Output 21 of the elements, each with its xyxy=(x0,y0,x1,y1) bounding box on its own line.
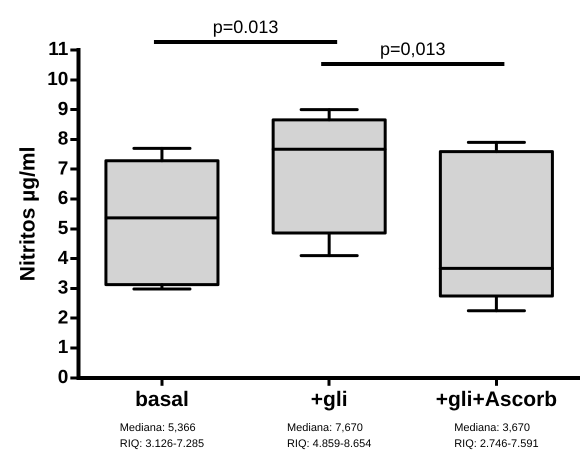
y-tick-label: 11 xyxy=(48,39,69,60)
x-tick-label: +gli xyxy=(310,388,348,412)
y-tick-label: 7 xyxy=(58,158,68,180)
annotation: p=0,013 xyxy=(380,39,446,59)
text: Mediana: 3,670 RIQ: 2.746-7.591 xyxy=(454,422,539,450)
y-tick-label: 10 xyxy=(47,69,68,90)
y-tick-label: 0 xyxy=(58,367,68,388)
y-tick-label: 8 xyxy=(58,128,68,150)
y-tick-label: 3 xyxy=(58,278,68,299)
x-tick-label: +gli+Ascorb xyxy=(436,388,558,412)
text: Mediana: 5,366 RIQ: 3.126-7.285 xyxy=(120,422,204,450)
y-tick-label: 6 xyxy=(58,188,68,210)
y-tick-label: 5 xyxy=(58,218,69,240)
x-tick-label: basal xyxy=(135,388,189,412)
y-tick-label: 9 xyxy=(58,98,68,120)
text: Mediana: 7,670 RIQ: 4.859-8.654 xyxy=(286,422,372,450)
y-tick-label: 4 xyxy=(58,248,69,269)
y-tick-label: 1 xyxy=(58,337,69,358)
text: p=0.013 xyxy=(212,17,278,37)
y-axis-title: Nitritos µg/ml xyxy=(16,146,40,282)
y-tick-label: 2 xyxy=(58,307,68,328)
